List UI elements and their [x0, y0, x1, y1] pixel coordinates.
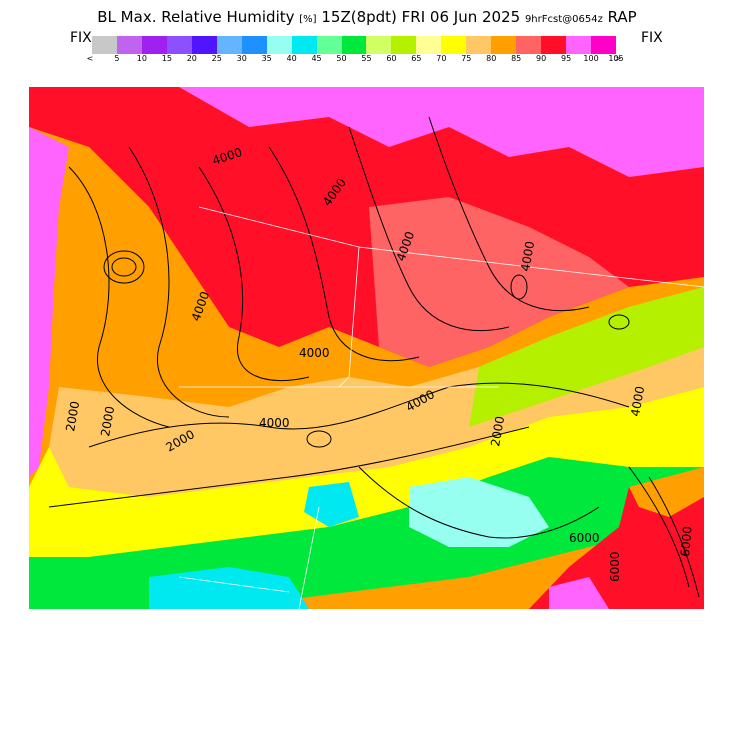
legend-tick-label: 80	[486, 54, 497, 63]
contour-line	[358, 466, 600, 539]
contour-label: 6000	[608, 551, 622, 582]
legend-swatch	[591, 36, 617, 54]
region-north-magenta	[179, 87, 704, 177]
legend-tick-label: 50	[336, 54, 347, 63]
legend-tick-label: 95	[561, 54, 572, 63]
legend-swatch	[516, 36, 542, 54]
legend-ticks: <5 10 15 20 25 30 35 40 45 50 55 60 65 70 75 80 85 90 95 10…	[87, 54, 624, 66]
state-borders	[178, 206, 704, 609]
border-line	[198, 206, 704, 288]
title-main: BL Max. Relative Humidity	[97, 8, 295, 26]
legend-tick-label: >	[614, 54, 622, 63]
legend-swatch	[341, 36, 367, 54]
region-cyan-south	[149, 567, 309, 609]
legend-swatch	[391, 36, 417, 54]
color-legend	[92, 36, 617, 54]
contour-label: 4000	[259, 416, 290, 430]
contour-line	[128, 146, 230, 418]
region-southeast-magenta	[549, 577, 609, 609]
region-southeast-orange	[629, 467, 704, 517]
legend-swatch	[441, 36, 467, 54]
legend-swatch	[316, 36, 342, 54]
legend-tick-label: 35	[261, 54, 272, 63]
legend-tick-label: 15	[161, 54, 172, 63]
legend-swatch	[141, 36, 167, 54]
terrain-contours	[48, 116, 700, 598]
legend-swatch	[566, 36, 592, 54]
contour-label: 4000	[299, 346, 330, 360]
legend-tick-label: 90	[536, 54, 547, 63]
region-coast-magenta	[29, 127, 69, 477]
legend-tick-label: 70	[436, 54, 447, 63]
title-model: RAP	[607, 8, 637, 26]
contour-label: 6000	[678, 526, 695, 558]
legend-swatch	[466, 36, 492, 54]
contour-label: 2000	[63, 400, 82, 433]
legend-tick-label: 65	[411, 54, 422, 63]
legend-tick-label: 5	[114, 54, 120, 63]
legend-swatch	[191, 36, 217, 54]
legend-tick-label: 55	[361, 54, 372, 63]
title-valid: 15Z(8pdt) FRI 06 Jun 2025	[321, 8, 521, 26]
legend-tick-label: 40	[286, 54, 297, 63]
contour-ring	[510, 274, 528, 300]
contour-label: 6000	[569, 531, 600, 545]
contour-ring	[306, 430, 332, 448]
legend-tick-label: 45	[311, 54, 322, 63]
contour-label: 2000	[488, 415, 507, 448]
region-green-east	[469, 287, 704, 427]
region-cyan-basin	[409, 477, 549, 547]
contour-line	[68, 166, 170, 428]
contour-label: 2000	[98, 405, 117, 438]
legend-swatch	[216, 36, 242, 54]
fix-right-label: FIX	[641, 30, 663, 46]
legend-swatch	[166, 36, 192, 54]
contour-line	[48, 426, 530, 508]
legend-tick-label: 75	[461, 54, 472, 63]
legend-swatch	[366, 36, 392, 54]
humidity-map: 4000 4000 4000 4000 4000 4000 2000 2000 2000 2000…	[29, 87, 704, 609]
legend-swatch	[266, 36, 292, 54]
contour-line	[428, 116, 590, 312]
contour-ring	[111, 257, 137, 277]
contour-line	[628, 466, 690, 588]
contour-line	[88, 382, 630, 448]
title-forecast: 9hrFcst@0654z	[524, 14, 603, 25]
legend-swatch	[116, 36, 142, 54]
contour-ring	[103, 250, 145, 284]
region-yellow	[29, 387, 704, 557]
contour-line	[648, 476, 700, 598]
contour-line	[198, 166, 310, 382]
border-line	[338, 246, 360, 388]
fix-left-label: FIX	[70, 30, 92, 46]
legend-tick-label: 100	[583, 54, 599, 63]
legend-swatch	[541, 36, 567, 54]
border-line	[298, 506, 320, 609]
border-line	[178, 576, 290, 593]
legend-tick-label: 105	[608, 54, 624, 63]
legend-tick-label: <	[86, 54, 94, 63]
legend-tick-label: 25	[211, 54, 222, 63]
contour-line	[268, 146, 420, 362]
title-units: [%]	[299, 14, 317, 25]
contour-label: 4000	[628, 385, 647, 418]
legend-tick-label: 85	[511, 54, 522, 63]
legend-swatch	[291, 36, 317, 54]
legend-tick-label: 60	[386, 54, 397, 63]
region-light-orange	[49, 287, 704, 497]
legend-swatch	[416, 36, 442, 54]
contour-ring	[608, 314, 630, 330]
region-orange-west	[79, 147, 229, 387]
legend-tick-label: 20	[186, 54, 197, 63]
legend-swatch	[92, 36, 117, 54]
legend-swatch	[241, 36, 267, 54]
legend-tick-label: 30	[236, 54, 247, 63]
contour-label: 4000	[518, 240, 537, 273]
region-cyan-west	[304, 482, 359, 527]
legend-tick-label: 10	[136, 54, 147, 63]
legend-swatch	[491, 36, 517, 54]
chart-title: BL Max. Relative Humidity [%] 15Z(8pdt) …	[0, 8, 734, 26]
contour-line	[348, 126, 510, 332]
